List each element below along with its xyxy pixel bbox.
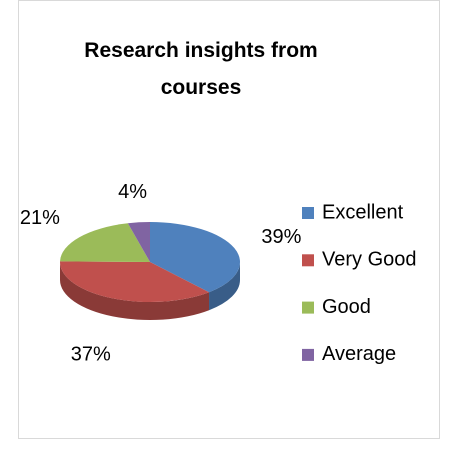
- legend-label: Excellent: [322, 201, 404, 223]
- legend-swatch: [302, 348, 314, 361]
- legend-swatch: [302, 254, 314, 267]
- data-label: 37%: [71, 344, 111, 366]
- legend-swatch: [302, 301, 314, 314]
- chart-frame: [18, 0, 440, 439]
- legend-label: Good: [322, 296, 371, 318]
- slice: [59, 261, 210, 303]
- data-label: 39%: [261, 226, 301, 248]
- legend-label: Average: [322, 343, 396, 365]
- legend-label: Very Good: [322, 249, 417, 271]
- legend-swatch: [302, 207, 314, 219]
- slice-side: [209, 262, 240, 311]
- data-label: 4%: [118, 181, 147, 203]
- slice-side: [60, 262, 210, 321]
- slice: [60, 223, 151, 262]
- slice: [150, 222, 241, 293]
- slice: [127, 222, 150, 262]
- chart-title: Research insights from courses: [84, 39, 318, 99]
- data-label: 21%: [20, 207, 60, 229]
